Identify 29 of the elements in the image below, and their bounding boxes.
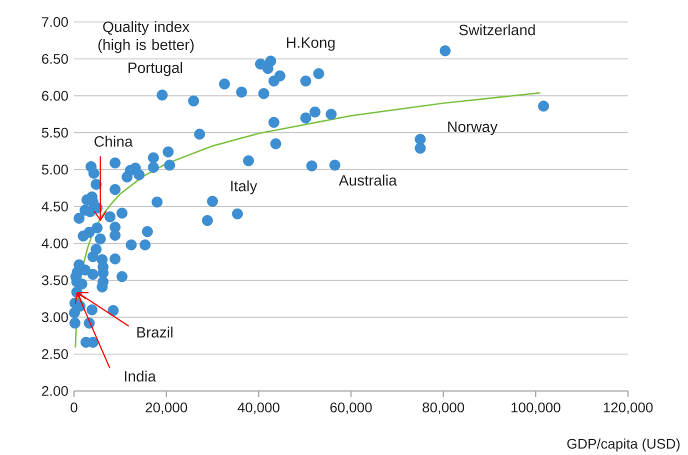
y-tick-label: 5.00 xyxy=(42,164,68,175)
x-axis-title: GDP/capita (USD) xyxy=(567,438,680,452)
annotation: Quality index (high is better) xyxy=(98,21,194,53)
x-tick-label: 60,000 xyxy=(330,402,372,414)
y-tick-label: 5.50 xyxy=(42,128,68,138)
annotation: H.Kong xyxy=(286,37,335,51)
annotation: Italy xyxy=(231,180,258,194)
y-tick-label: 4.50 xyxy=(42,202,68,212)
y-tick-label: 6.50 xyxy=(42,54,68,64)
y-tick-label: 2.00 xyxy=(42,386,68,396)
y-tick-label: 4.00 xyxy=(42,238,68,248)
x-tick-label: 0 xyxy=(70,402,78,412)
x-tick-label: 20,000 xyxy=(146,402,188,414)
y-tick-label: 2.50 xyxy=(42,349,68,360)
annotation: Brazil xyxy=(137,326,172,338)
y-tick-label: 3.50 xyxy=(42,275,68,286)
y-tick-label: 7.00 xyxy=(42,17,68,27)
annotation: Portugal xyxy=(128,62,182,76)
annotation: Norway xyxy=(448,122,498,136)
annotation: India xyxy=(124,370,156,382)
annotation: Australia xyxy=(338,174,397,186)
x-tick-label: 80,000 xyxy=(422,402,464,414)
annotation: China xyxy=(94,136,133,147)
y-tick-label: 3.00 xyxy=(42,312,68,322)
x-tick-label: 100,000 xyxy=(512,402,560,414)
x-tick-label: 120,000 xyxy=(604,402,653,414)
x-tick-label: 40,000 xyxy=(238,402,280,414)
y-tick-label: 6.00 xyxy=(42,90,68,101)
annotation: Switzerland xyxy=(459,24,535,36)
